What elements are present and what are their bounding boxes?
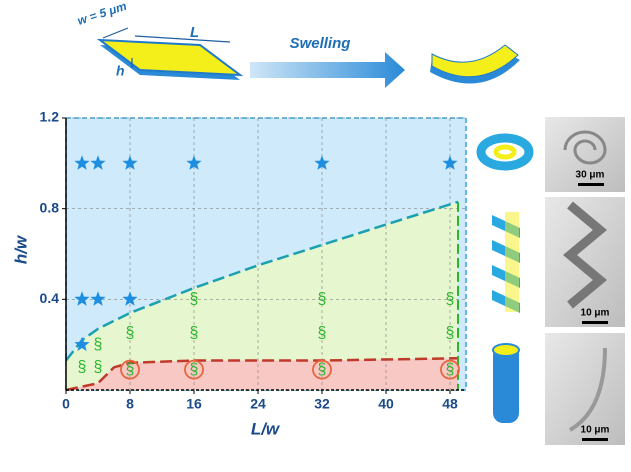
section-marker: §	[190, 291, 199, 308]
section-marker: §	[126, 325, 135, 342]
star-marker	[74, 291, 90, 306]
curved-slab-top	[431, 44, 519, 78]
x-tick-label: 0	[62, 396, 70, 412]
section-marker: §	[318, 325, 327, 342]
micrograph-3	[545, 333, 625, 445]
l-label: L	[190, 24, 199, 41]
y-tick-label: 0.4	[40, 290, 60, 306]
helix-model	[492, 212, 520, 313]
y-tick-label: 0.8	[40, 199, 60, 215]
y-tick-label: 1.2	[40, 109, 60, 125]
models	[476, 133, 534, 423]
boundary-line	[65, 200, 459, 362]
x-tick-label: 48	[442, 396, 458, 412]
scale-bar-label: 10 μm	[581, 425, 610, 436]
w-label: w = 5 μm	[76, 0, 129, 28]
section-marker: §	[190, 361, 199, 378]
schematic: w = 5 μm L h Swelling	[76, 0, 520, 88]
marker-ring	[440, 359, 460, 380]
section-marker: §	[190, 325, 199, 342]
x-axis-label: L/w	[251, 419, 281, 438]
region	[66, 358, 458, 390]
section-marker: §	[318, 361, 327, 378]
tube-model	[493, 345, 519, 423]
swelling-label: Swelling	[290, 35, 351, 52]
l-arrow	[134, 35, 231, 43]
section-marker: §	[94, 336, 103, 353]
spiral-inner	[493, 144, 517, 160]
x-tick-label: 24	[250, 396, 266, 412]
star-marker	[442, 155, 458, 170]
marker-ring	[120, 359, 140, 380]
y-axis-label: h/w	[11, 234, 30, 264]
section-marker: §	[94, 359, 103, 376]
x-tick-label: 40	[378, 396, 394, 412]
micrographs: 30 μm 10 μm 10 μm	[545, 117, 625, 445]
section-marker: §	[446, 291, 455, 308]
micrograph-1	[545, 117, 625, 192]
region	[66, 201, 458, 390]
star-marker	[74, 336, 90, 352]
swelling-arrow	[250, 52, 405, 88]
star-marker	[90, 155, 106, 170]
star-marker	[122, 155, 138, 170]
section-marker: §	[318, 291, 327, 308]
star-marker	[74, 155, 90, 170]
marker-ring	[184, 359, 204, 380]
section-marker: §	[446, 361, 455, 378]
scale-bar-label: 10 μm	[581, 308, 610, 319]
star-marker	[90, 291, 106, 306]
w-arrow	[102, 27, 129, 39]
star-marker	[314, 155, 330, 170]
x-tick-label: 16	[186, 396, 202, 412]
h-label: h	[116, 63, 125, 79]
star-marker	[186, 155, 202, 170]
spiral-model	[476, 133, 534, 171]
star-marker	[122, 291, 138, 306]
scale-bar-label: 30 μm	[576, 170, 605, 181]
plot: 0 8 16 24 32 40 48 0.4 0.8 1.2 § § § § § § § § § § § § § §	[40, 109, 467, 412]
section-marker: §	[446, 325, 455, 342]
marker-ring	[312, 359, 332, 380]
section-marker: §	[78, 359, 87, 376]
x-tick-label: 8	[126, 396, 134, 412]
section-marker: §	[126, 361, 135, 378]
x-tick-label: 32	[314, 396, 330, 412]
tube-top	[492, 343, 520, 357]
slab-top	[96, 38, 244, 77]
